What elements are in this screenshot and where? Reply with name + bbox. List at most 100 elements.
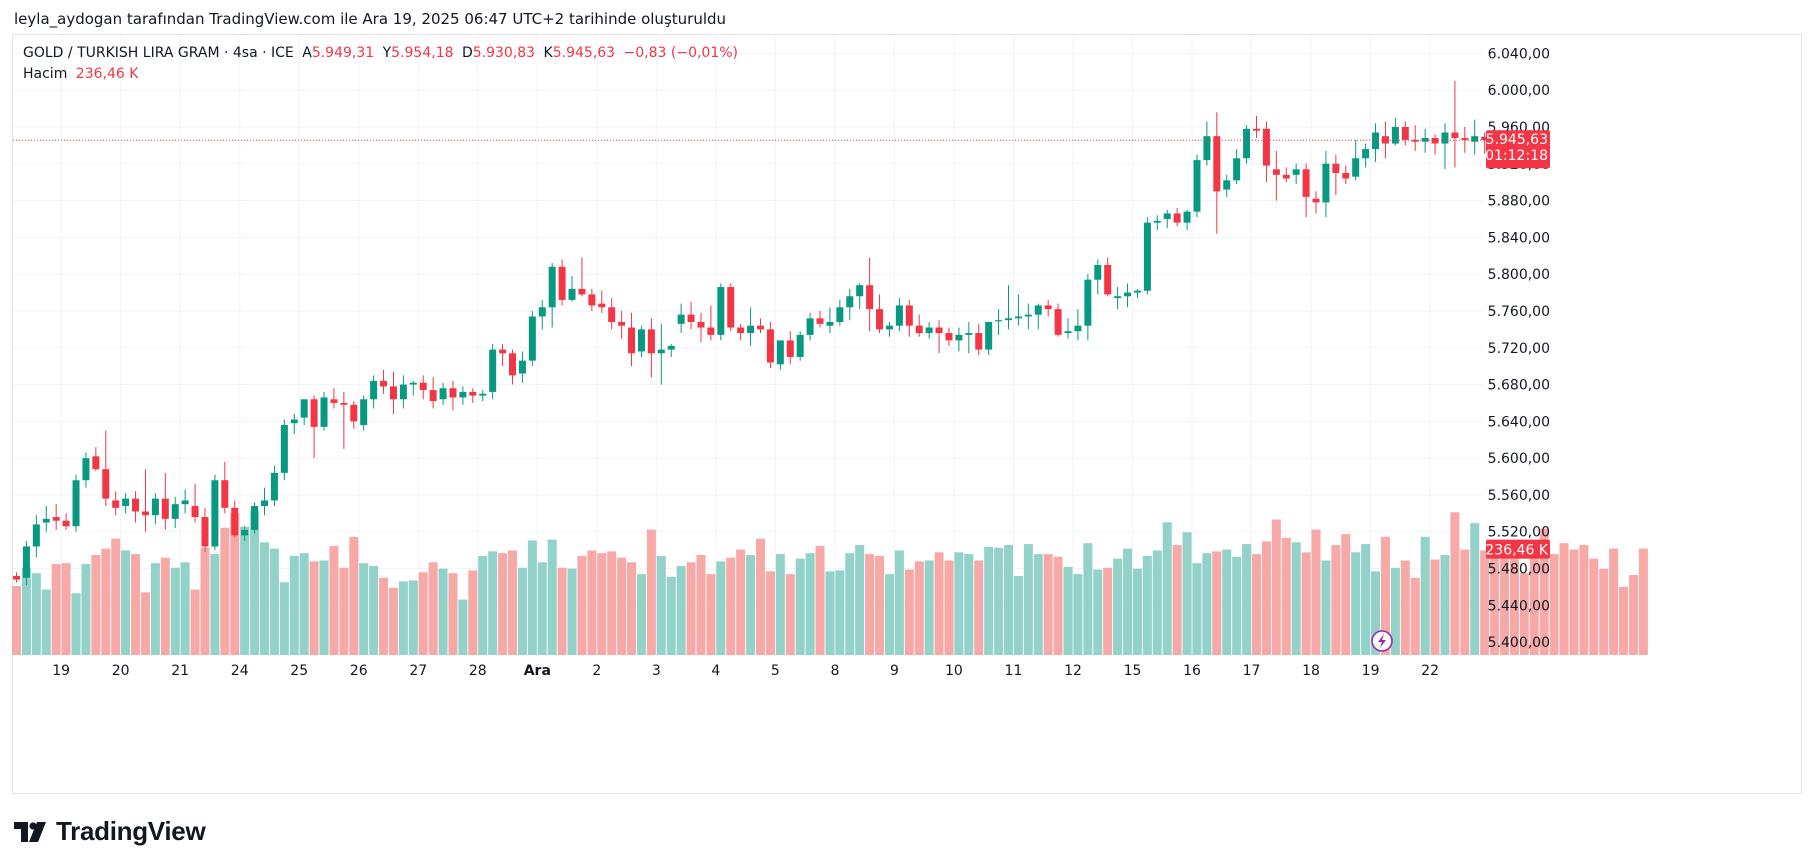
volume-bar — [646, 529, 656, 655]
candle — [22, 540, 30, 586]
candle-body — [548, 266, 556, 308]
volume-bar — [81, 564, 91, 655]
candle-body — [955, 334, 963, 341]
price-tick-label: 5.640,00 — [1488, 414, 1550, 430]
volume-bar — [537, 562, 547, 655]
candle — [1441, 123, 1449, 170]
candle-body — [628, 327, 636, 354]
candle-body — [1332, 163, 1340, 173]
volume-bar — [1301, 552, 1311, 655]
candle — [399, 375, 407, 409]
candle — [935, 320, 943, 354]
volume-bar — [1589, 558, 1599, 655]
volume-bar — [944, 560, 954, 655]
volume-bar — [1410, 577, 1420, 655]
candle — [1411, 125, 1419, 151]
candle-body — [945, 333, 953, 341]
volume-label[interactable]: Hacim — [23, 66, 68, 82]
candle-body — [1034, 305, 1042, 315]
volume-bar — [1023, 544, 1033, 655]
volume-bar — [408, 580, 418, 655]
volume-bar — [329, 545, 339, 655]
candle — [608, 298, 616, 330]
volume-bar — [1420, 536, 1430, 655]
candle — [1401, 121, 1409, 146]
volume-bar — [1063, 566, 1073, 655]
time-tick-label: 22 — [1421, 663, 1439, 679]
candle — [1094, 259, 1102, 295]
candle — [1074, 309, 1082, 341]
candle-body — [915, 325, 923, 334]
candle-body — [816, 318, 824, 324]
candles — [13, 80, 1489, 586]
candle — [1262, 121, 1270, 183]
volume-bar — [865, 554, 875, 655]
chart-frame[interactable] — [12, 34, 1802, 794]
candle — [1292, 163, 1300, 185]
candle — [171, 496, 179, 529]
candle — [667, 344, 675, 357]
candle — [122, 493, 130, 514]
lightning-icon[interactable] — [1371, 630, 1393, 652]
volume-bar — [21, 567, 31, 655]
volume-bar — [587, 550, 597, 655]
volume-bar — [934, 552, 944, 655]
volume-bar — [1400, 560, 1410, 655]
last-price-text: 5.945,63 — [1486, 132, 1548, 148]
candle-body — [846, 296, 854, 308]
candle-body — [1203, 136, 1211, 161]
volume-bar — [1093, 569, 1103, 655]
symbol-name[interactable]: GOLD / TURKISH LIRA GRAM · 4sa · ICE — [23, 45, 294, 61]
high-value: 5.954,18 — [391, 45, 454, 61]
time-tick-label: 11 — [1005, 663, 1023, 679]
candle — [1193, 154, 1201, 218]
candle — [1381, 121, 1389, 159]
volume-bar — [150, 563, 160, 655]
candle-body — [310, 399, 318, 427]
volume-bar — [319, 560, 329, 655]
volume-bar — [577, 555, 587, 655]
volume-bar — [1291, 542, 1301, 655]
price-tick-label: 5.520,00 — [1488, 525, 1550, 541]
candle-body — [419, 382, 427, 391]
volume-bar — [716, 561, 726, 655]
volume-bar — [835, 570, 845, 655]
volume-bar — [875, 555, 885, 655]
volume-bar — [1331, 545, 1341, 655]
time-tick-label: 27 — [409, 663, 427, 679]
chart-caption: leyla_aydogan tarafından TradingView.com… — [14, 10, 727, 28]
volume-bar — [954, 552, 964, 655]
candle — [895, 298, 903, 332]
tradingview-logo[interactable]: TradingView — [14, 816, 206, 847]
candle-body — [1193, 160, 1201, 212]
volume-bar — [1579, 545, 1589, 655]
volume-bar — [1380, 536, 1390, 655]
candle — [52, 504, 60, 530]
candle — [151, 493, 159, 525]
candle-body — [251, 505, 259, 530]
candle-body — [1084, 279, 1092, 326]
candle-body — [1362, 149, 1370, 159]
candle-body — [1421, 138, 1429, 142]
candle-body — [707, 327, 715, 335]
candle-body — [1282, 174, 1290, 179]
candle — [330, 388, 338, 409]
candle-body — [439, 388, 447, 400]
candle — [1163, 209, 1171, 229]
price-tick-label: 5.880,00 — [1488, 194, 1550, 210]
price-tick-label: 6.000,00 — [1488, 83, 1550, 99]
candle-body — [608, 307, 616, 323]
time-tick-label: 17 — [1243, 663, 1261, 679]
candle-body — [995, 320, 1003, 322]
candle — [1213, 112, 1221, 234]
volume-bar — [438, 568, 448, 655]
candle-body — [370, 380, 378, 400]
candle — [191, 483, 199, 523]
candle — [776, 340, 784, 370]
candle-body — [737, 327, 745, 334]
candle-body — [647, 329, 655, 354]
candle-body — [747, 325, 755, 334]
volume-bar — [627, 562, 637, 655]
volume-bar — [825, 571, 835, 655]
